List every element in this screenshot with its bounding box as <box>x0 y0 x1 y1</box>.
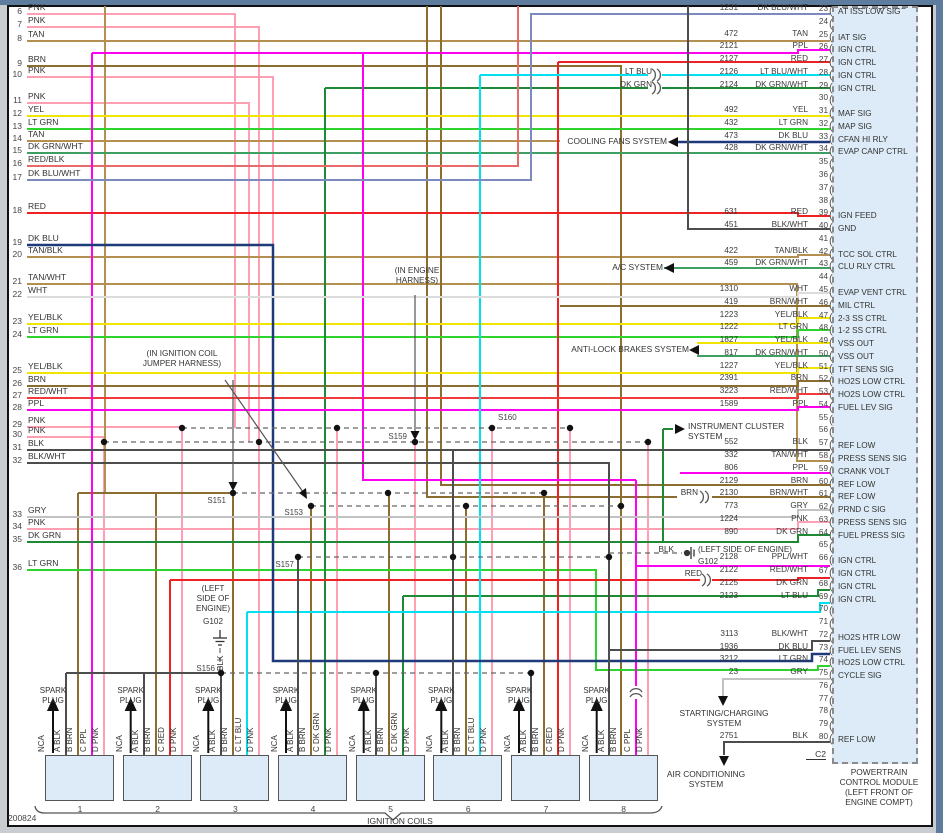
spark-plug-arrows <box>46 697 603 753</box>
window-chrome-right <box>936 0 943 833</box>
pcm-partial-top-signal: AT ISS HIGH SIG <box>840 6 907 11</box>
ground-symbol-right <box>683 547 695 559</box>
connector-break-symbols <box>629 68 711 698</box>
ground-symbol-left <box>213 630 227 646</box>
window-chrome-top <box>0 0 943 5</box>
splice-dots <box>100 424 652 677</box>
document-number: 200824 <box>8 813 37 823</box>
arrowheads <box>228 137 729 766</box>
pcm-connector-id: C2 <box>806 749 826 760</box>
ignition-coils-group-label: IGNITION COILS <box>367 816 433 826</box>
annotation-leaders <box>224 295 416 493</box>
pcm-connector-box: AT ISS HIGH SIG <box>832 6 918 764</box>
pcm-title: POWERTRAIN CONTROL MODULE (LEFT FRONT OF… <box>839 767 919 807</box>
wire-lines <box>27 6 830 755</box>
ignition-coils-brace <box>34 805 663 821</box>
